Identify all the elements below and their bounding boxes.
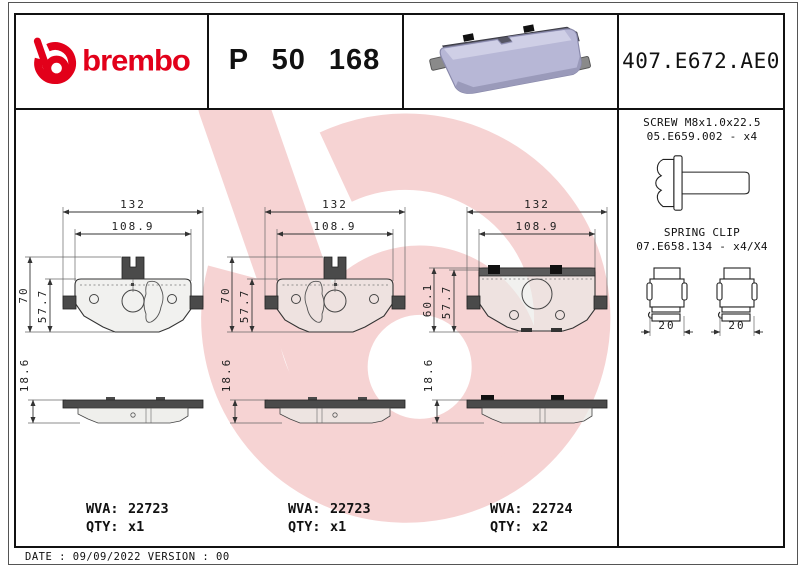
dimension-label: 108.9 — [313, 220, 356, 233]
screw-code: 05.E659.002 - x4 — [646, 130, 758, 143]
dimension-label: 18.6 — [18, 358, 31, 393]
dimension-label: 70 — [219, 286, 232, 303]
catalog-code: 407.E672.AE0 — [622, 48, 780, 73]
qty-label: QTY: — [86, 519, 119, 535]
wva-value: 22723 — [128, 501, 169, 517]
qty-value: x2 — [532, 519, 548, 535]
clip-dimension-label: 20 — [658, 319, 675, 332]
screw-title: SCREW M8x1.0x22.5 — [643, 116, 761, 129]
qty-value: x1 — [330, 519, 346, 535]
qty-label: QTY: — [288, 519, 321, 535]
watermark-brembo-icon — [198, 110, 611, 523]
brembo-logo-icon — [33, 37, 77, 84]
pad-drawing-2: 132 108.9 70 57.7 18.6 WVA: 22723 QTY: x… — [219, 198, 406, 535]
header-divider-1 — [207, 13, 209, 110]
brand-wordmark: brembo — [82, 43, 191, 77]
pad-front-view-diagram — [62, 256, 204, 333]
dimension-label: 132 — [120, 198, 146, 211]
catalog-code-cell: 407.E672.AE0 — [617, 13, 785, 108]
pad-drawing-column-3: 132 108.9 60.1 57.7 18.6 WVA: 22724 QTY:… — [421, 195, 617, 540]
dimension-label: 70 — [17, 286, 30, 303]
dimension-label: 57.7 — [36, 289, 49, 324]
pad-drawing-column-2: 132 108.9 70 57.7 18.6 WVA: 22723 QTY: x… — [219, 195, 422, 540]
spring-clip-diagram: 20 — [711, 267, 763, 336]
pad-profile-view-diagram — [62, 397, 204, 424]
wva-label: WVA: — [288, 501, 321, 517]
pad-drawing-column-1: 132 108.9 70 57.7 18.6 WVA: 22723 QTY: x… — [17, 195, 220, 540]
dimension-label: 132 — [524, 198, 550, 211]
dimension-label: 18.6 — [220, 358, 233, 393]
pad-profile-view-diagram — [466, 395, 608, 424]
qty-label: QTY: — [490, 519, 523, 535]
pad-back-view-diagram — [466, 265, 608, 332]
part-number: P 50 168 — [228, 44, 381, 76]
wva-value: 22723 — [330, 501, 371, 517]
dimension-label: 18.6 — [422, 358, 435, 393]
screw-diagram — [655, 155, 750, 211]
dimension-label: 108.9 — [111, 220, 154, 233]
pad-3d-image-cell — [402, 13, 617, 108]
spring-clip-title: SPRING CLIP — [663, 226, 741, 239]
content-frame — [14, 13, 785, 548]
spring-clip-diagrams: 20 20 — [641, 266, 763, 344]
pad-drawing-3: 132 108.9 60.1 57.7 18.6 WVA: 22724 QTY:… — [421, 198, 608, 535]
hardware-sidebar: SCREW M8x1.0x22.5 05.E659.002 - x4 SPRIN… — [619, 110, 785, 548]
dimension-label: 132 — [322, 198, 348, 211]
sidebar-divider — [617, 13, 619, 548]
part-number-cell: P 50 168 — [207, 13, 402, 108]
wva-value: 22724 — [532, 501, 573, 517]
brand-logo: brembo — [16, 13, 205, 108]
wva-label: WVA: — [86, 501, 119, 517]
pad-drawing-1: 132 108.9 70 57.7 18.6 WVA: 22723 QTY: x… — [17, 198, 204, 535]
dimension-label: 57.7 — [238, 289, 251, 324]
wva-label: WVA: — [490, 501, 523, 517]
header-divider-2 — [402, 13, 404, 110]
dimension-label: 108.9 — [515, 220, 558, 233]
pad-3d-image — [428, 23, 591, 94]
spring-clip-code: 07.E658.134 - x4/X4 — [636, 240, 768, 253]
drawing-area: 132 108.9 70 57.7 18.6 WVA: 22723 QTY: x… — [15, 110, 617, 548]
date-version-line: DATE : 09/09/2022 VERSION : 00 — [25, 551, 230, 563]
header-bottom-line — [14, 108, 785, 110]
page-outer-border — [8, 2, 798, 565]
brand-logo-wrap: brembo — [31, 37, 191, 84]
pad-front-view-diagram — [264, 256, 406, 333]
spring-clip-diagram: 20 — [641, 267, 693, 336]
pad-profile-view-diagram — [264, 397, 406, 424]
dimension-label: 57.7 — [440, 285, 453, 320]
clip-dimension-label: 20 — [728, 319, 745, 332]
dimension-label: 60.1 — [421, 283, 434, 318]
qty-value: x1 — [128, 519, 144, 535]
